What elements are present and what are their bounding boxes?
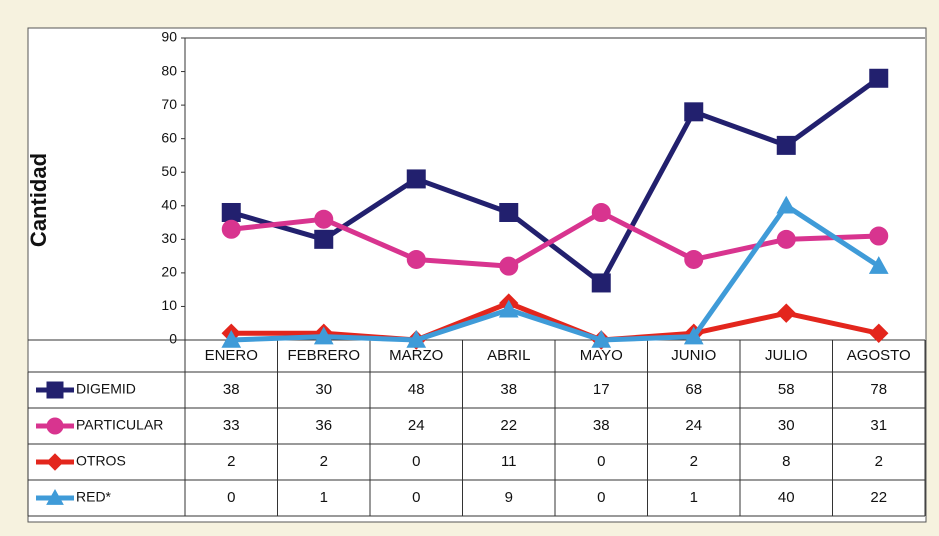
marker <box>776 195 797 214</box>
series-line <box>231 203 881 343</box>
table-value: 31 <box>870 417 887 434</box>
table-value: 38 <box>500 381 517 398</box>
marker <box>221 329 242 348</box>
marker <box>499 202 519 222</box>
y-tick-label: 90 <box>161 29 177 45</box>
marker <box>498 299 519 318</box>
marker <box>683 326 704 345</box>
table-value: 11 <box>501 453 517 470</box>
legend-label: PARTICULAR <box>76 417 163 433</box>
x-tick-label: ABRIL <box>487 347 530 364</box>
table-value: 1 <box>320 489 328 506</box>
table-value: 2 <box>320 453 328 470</box>
marker <box>221 219 241 239</box>
table-value: 38 <box>223 381 240 398</box>
table-value: 24 <box>408 417 425 434</box>
marker <box>313 326 334 345</box>
marker <box>868 256 889 274</box>
marker <box>591 329 612 348</box>
marker <box>499 256 519 276</box>
x-tick-label: JULIO <box>765 347 808 364</box>
marker <box>46 453 64 471</box>
marker <box>46 417 64 435</box>
y-tick-label: 40 <box>161 196 177 212</box>
x-tick-label: AGOSTO <box>847 347 911 364</box>
chart-frame <box>27 27 927 523</box>
y-tick-label: 0 <box>169 331 177 347</box>
series-line <box>230 76 881 286</box>
marker <box>314 229 334 249</box>
y-tick-label: 20 <box>161 264 177 280</box>
table-value: 2 <box>227 453 235 470</box>
table-value: 78 <box>870 381 887 398</box>
marker <box>591 273 611 293</box>
marker <box>776 229 796 249</box>
marker <box>684 249 704 269</box>
table-value: 48 <box>408 381 425 398</box>
marker <box>314 209 334 229</box>
marker <box>406 329 427 348</box>
table-value: 9 <box>505 489 513 506</box>
marker <box>221 202 241 222</box>
marker <box>776 303 796 323</box>
marker <box>869 226 889 246</box>
marker <box>684 102 704 122</box>
table-value: 0 <box>597 453 605 470</box>
table-value: 0 <box>227 489 235 506</box>
series-line <box>231 300 880 343</box>
x-tick-label: MAYO <box>580 347 623 364</box>
x-tick-label: FEBRERO <box>287 347 360 364</box>
marker <box>869 68 889 88</box>
y-axis-label: Cantidad <box>26 153 51 247</box>
marker <box>46 488 64 505</box>
marker <box>406 169 426 189</box>
table-value: 30 <box>778 417 795 434</box>
table-value: 36 <box>315 417 332 434</box>
table-value: 40 <box>778 489 795 506</box>
series-line <box>230 209 879 269</box>
y-tick-label: 60 <box>161 129 177 145</box>
x-tick-label: MARZO <box>389 347 443 364</box>
table-value: 22 <box>500 417 517 434</box>
table-value: 2 <box>690 453 698 470</box>
x-tick-label: JUNIO <box>671 347 716 364</box>
table-value: 0 <box>412 453 420 470</box>
table-value: 58 <box>778 381 795 398</box>
marker <box>776 135 796 155</box>
y-tick-label: 10 <box>161 297 177 313</box>
y-tick-label: 80 <box>161 62 177 78</box>
table-value: 38 <box>593 417 610 434</box>
table-value: 30 <box>315 381 332 398</box>
legend-label: RED* <box>76 489 112 505</box>
marker <box>869 323 889 343</box>
y-tick-label: 30 <box>161 230 177 246</box>
legend-label: DIGEMID <box>76 381 136 397</box>
table-value: 22 <box>870 489 887 506</box>
marker <box>591 202 611 222</box>
table-value: 0 <box>597 489 605 506</box>
table-value: 33 <box>223 417 240 434</box>
x-tick-label: ENERO <box>205 347 258 364</box>
table-value: 1 <box>690 489 698 506</box>
table-value: 24 <box>685 417 702 434</box>
y-tick-label: 50 <box>161 163 177 179</box>
marker <box>46 381 64 399</box>
y-tick-label: 70 <box>161 96 177 112</box>
marker <box>406 249 426 269</box>
legend-label: OTROS <box>76 453 126 469</box>
table-value: 17 <box>593 381 610 398</box>
table-value: 0 <box>412 489 420 506</box>
table-value: 8 <box>782 453 790 470</box>
table-value: 2 <box>875 453 883 470</box>
table-value: 68 <box>685 381 702 398</box>
